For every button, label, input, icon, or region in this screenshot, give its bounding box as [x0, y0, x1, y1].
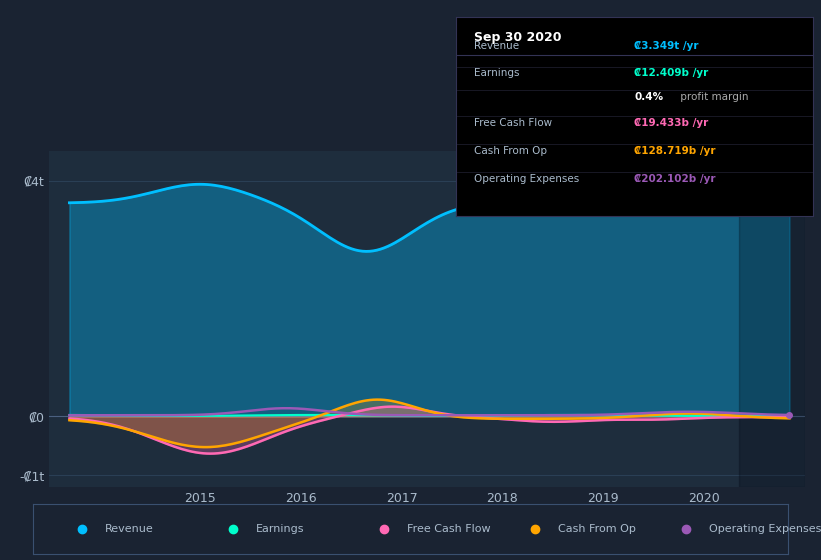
Text: ₡12.409b /yr: ₡12.409b /yr: [635, 68, 709, 78]
Text: Revenue: Revenue: [474, 41, 519, 50]
Text: Cash From Op: Cash From Op: [557, 524, 635, 534]
Text: Earnings: Earnings: [255, 524, 304, 534]
Text: profit margin: profit margin: [677, 92, 749, 102]
Text: Revenue: Revenue: [104, 524, 154, 534]
Text: Operating Expenses: Operating Expenses: [709, 524, 821, 534]
Text: Earnings: Earnings: [474, 68, 519, 78]
Text: Sep 30 2020: Sep 30 2020: [474, 31, 561, 44]
Text: ₡202.102b /yr: ₡202.102b /yr: [635, 174, 716, 184]
Text: Free Cash Flow: Free Cash Flow: [474, 118, 552, 128]
Text: ₡19.433b /yr: ₡19.433b /yr: [635, 118, 709, 128]
Text: 0.4%: 0.4%: [635, 92, 663, 102]
Text: Cash From Op: Cash From Op: [474, 146, 547, 156]
Text: ₡128.719b /yr: ₡128.719b /yr: [635, 146, 716, 156]
Text: ₡3.349t /yr: ₡3.349t /yr: [635, 41, 699, 50]
Text: Operating Expenses: Operating Expenses: [474, 174, 579, 184]
Bar: [739, 151, 805, 487]
Text: Free Cash Flow: Free Cash Flow: [406, 524, 490, 534]
